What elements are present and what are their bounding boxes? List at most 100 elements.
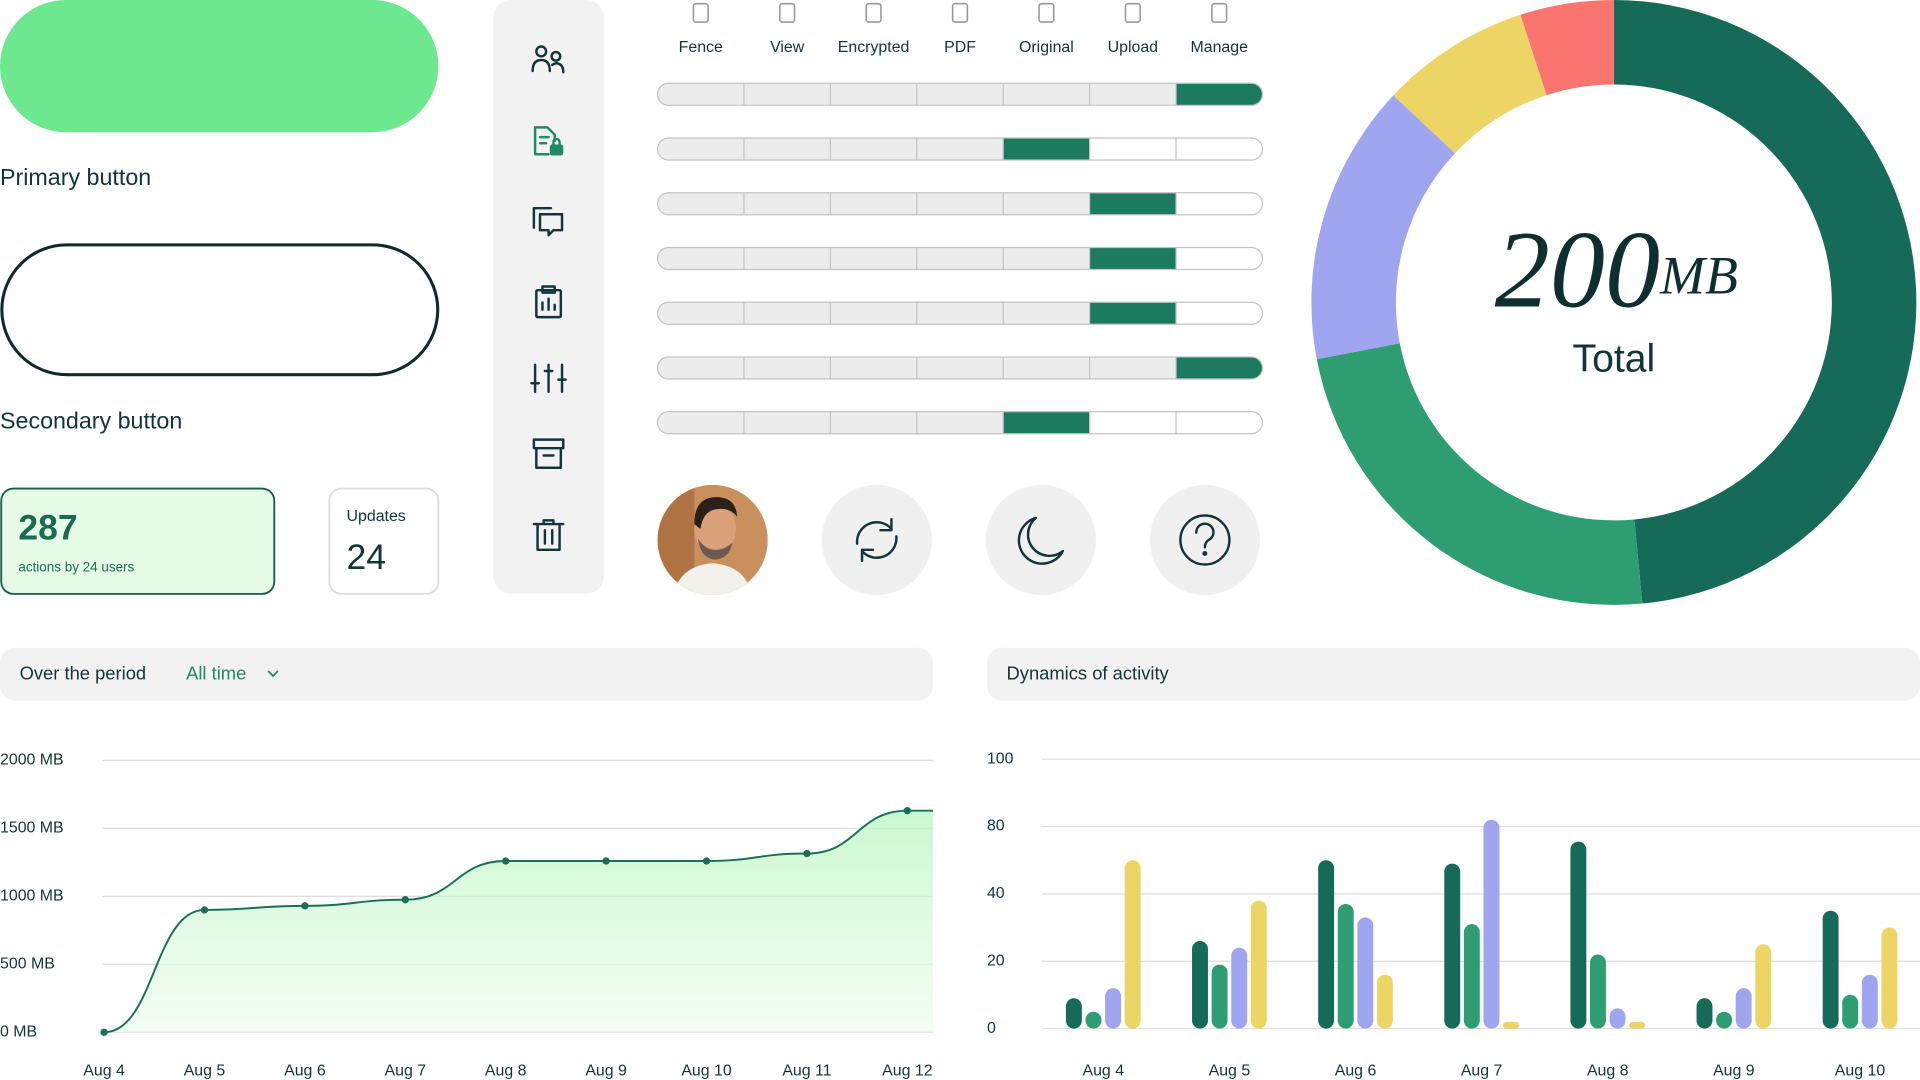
- segment: [916, 356, 1004, 379]
- x-tick-label: Aug 5: [184, 1063, 226, 1080]
- bar: [1590, 954, 1606, 1029]
- column-icon: [1038, 2, 1055, 23]
- segment: [743, 247, 831, 270]
- trash-icon[interactable]: [532, 519, 565, 552]
- active-segment: [1003, 411, 1090, 434]
- line-point: [502, 857, 510, 865]
- segment: [1089, 356, 1177, 379]
- active-segment: [1089, 247, 1177, 270]
- donut-label: Total: [1573, 338, 1656, 381]
- chat-icon[interactable]: [532, 206, 564, 237]
- x-tick-label: Aug 11: [782, 1063, 831, 1080]
- actions-value: 287: [18, 508, 77, 548]
- bar: [1463, 924, 1480, 1029]
- segment: [830, 302, 917, 325]
- x-tick-label: Aug 7: [385, 1063, 427, 1080]
- bar: [1085, 1011, 1102, 1029]
- x-tick-label: Aug 6: [284, 1063, 326, 1080]
- segment: [1176, 247, 1263, 270]
- segment: [1003, 247, 1090, 270]
- bar: [1570, 841, 1587, 1029]
- segment: [830, 83, 917, 106]
- actions-label: actions by 24 users: [18, 560, 134, 575]
- segment: [657, 302, 744, 325]
- segment: [743, 83, 831, 106]
- avatar[interactable]: [657, 484, 768, 596]
- secure-doc-icon[interactable]: [533, 126, 564, 156]
- x-tick-label: Aug 9: [1713, 1063, 1755, 1080]
- primary-button-label: Primary button: [0, 164, 151, 190]
- permission-row: [657, 356, 1263, 379]
- line-point: [301, 902, 309, 910]
- x-tick-label: Aug 4: [83, 1063, 125, 1080]
- settings-icon[interactable]: [530, 363, 567, 394]
- row-outline: [656, 137, 1264, 161]
- column-icon: [1124, 2, 1141, 23]
- x-tick-label: Aug 8: [1587, 1063, 1629, 1080]
- y-tick-label: 100: [987, 750, 1014, 767]
- help-button[interactable]: [1149, 484, 1260, 596]
- y-tick-label: 0 MB: [0, 1023, 37, 1040]
- segment: [830, 192, 917, 215]
- bar: [1357, 917, 1374, 1029]
- bar-panel-header: [986, 647, 1920, 701]
- bar: [1716, 1011, 1733, 1029]
- bar: [1065, 998, 1082, 1029]
- y-tick-label: 0: [987, 1020, 996, 1037]
- segment: [743, 138, 831, 161]
- x-tick-label: Aug 9: [585, 1063, 627, 1080]
- row-outline: [656, 411, 1264, 435]
- refresh-button[interactable]: [821, 484, 932, 596]
- help-icon: [1179, 514, 1231, 566]
- bar: [1250, 900, 1267, 1029]
- segment: [743, 411, 831, 434]
- permission-row: [657, 247, 1263, 270]
- segment: [1176, 302, 1263, 325]
- bar: [1822, 910, 1839, 1029]
- total-value: 200: [1495, 209, 1660, 331]
- x-tick-label: Aug 6: [1335, 1063, 1377, 1080]
- archive-icon[interactable]: [532, 438, 565, 469]
- segment: [657, 411, 744, 434]
- column-label: Upload: [1108, 39, 1158, 56]
- secondary-button[interactable]: [0, 243, 440, 377]
- clipboard-icon[interactable]: [535, 285, 563, 319]
- segment: [1003, 302, 1090, 325]
- active-segment: [1003, 138, 1090, 161]
- primary-button[interactable]: [0, 0, 439, 133]
- bar: [1444, 863, 1461, 1029]
- period-filter[interactable]: All time: [186, 663, 246, 684]
- line-point: [903, 807, 912, 815]
- x-tick-label: Aug 7: [1461, 1063, 1503, 1080]
- y-tick-label: 20: [987, 952, 1005, 969]
- column-label: Manage: [1190, 39, 1248, 56]
- column-label: Original: [1019, 39, 1074, 56]
- y-tick-label: 40: [987, 885, 1005, 902]
- x-tick-label: Aug 5: [1209, 1063, 1251, 1080]
- bar: [1881, 927, 1898, 1029]
- bar: [1696, 998, 1713, 1029]
- column-icon: [779, 2, 796, 23]
- bar-title: Dynamics of activity: [1007, 663, 1170, 684]
- segment: [743, 192, 831, 215]
- column-icon: [865, 2, 882, 23]
- column-icon: [1211, 2, 1228, 23]
- x-tick-label: Aug 10: [681, 1063, 732, 1080]
- column-label: PDF: [944, 39, 976, 56]
- bar: [1318, 860, 1335, 1029]
- segment: [916, 83, 1004, 106]
- segment: [657, 138, 744, 161]
- permission-row: [657, 192, 1263, 215]
- bar: [1755, 944, 1772, 1029]
- line-point: [401, 896, 409, 904]
- permission-row: [657, 302, 1263, 325]
- row-outline: [656, 246, 1264, 271]
- donut-segment: [1520, 0, 1614, 96]
- filter-chevron[interactable]: [267, 670, 279, 678]
- theme-button[interactable]: [985, 484, 1096, 596]
- segment: [1003, 356, 1090, 379]
- segment: [916, 138, 1004, 161]
- users-icon[interactable]: [531, 45, 565, 74]
- bar: [1629, 1021, 1646, 1029]
- line-point: [702, 857, 711, 865]
